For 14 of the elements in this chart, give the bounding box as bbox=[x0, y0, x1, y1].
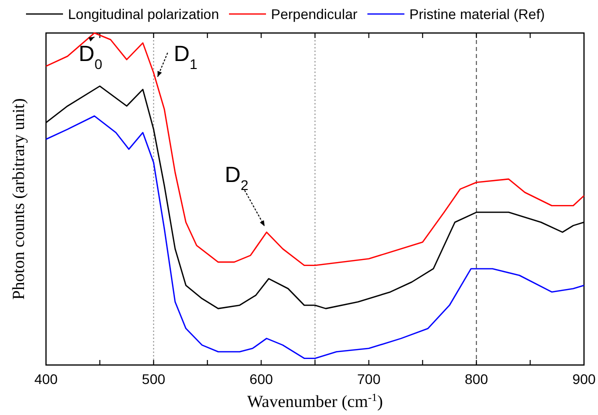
x-axis-title: Wavenumber (cm$^{-1}$) bbox=[247, 392, 383, 411]
legend-label: Pristine material (Ref) bbox=[409, 6, 545, 22]
x-tick-label: 700 bbox=[357, 370, 381, 387]
x-tick-label: 400 bbox=[34, 370, 58, 387]
annotation: D$_{0}$ bbox=[78, 41, 102, 72]
x-tick-label: 500 bbox=[142, 370, 166, 387]
x-tick-label: 900 bbox=[572, 370, 596, 387]
x-tick-label: 800 bbox=[464, 370, 488, 387]
annotation: D$_{2}$ bbox=[224, 162, 249, 194]
y-axis-title: Photon counts (arbitrary unit) bbox=[9, 98, 28, 300]
x-tick-label: 600 bbox=[250, 370, 274, 387]
annotation: D$_{1}$ bbox=[174, 40, 198, 72]
legend-label: Perpendicular bbox=[271, 6, 358, 22]
legend-label: Longitudinal polarization bbox=[68, 6, 219, 22]
